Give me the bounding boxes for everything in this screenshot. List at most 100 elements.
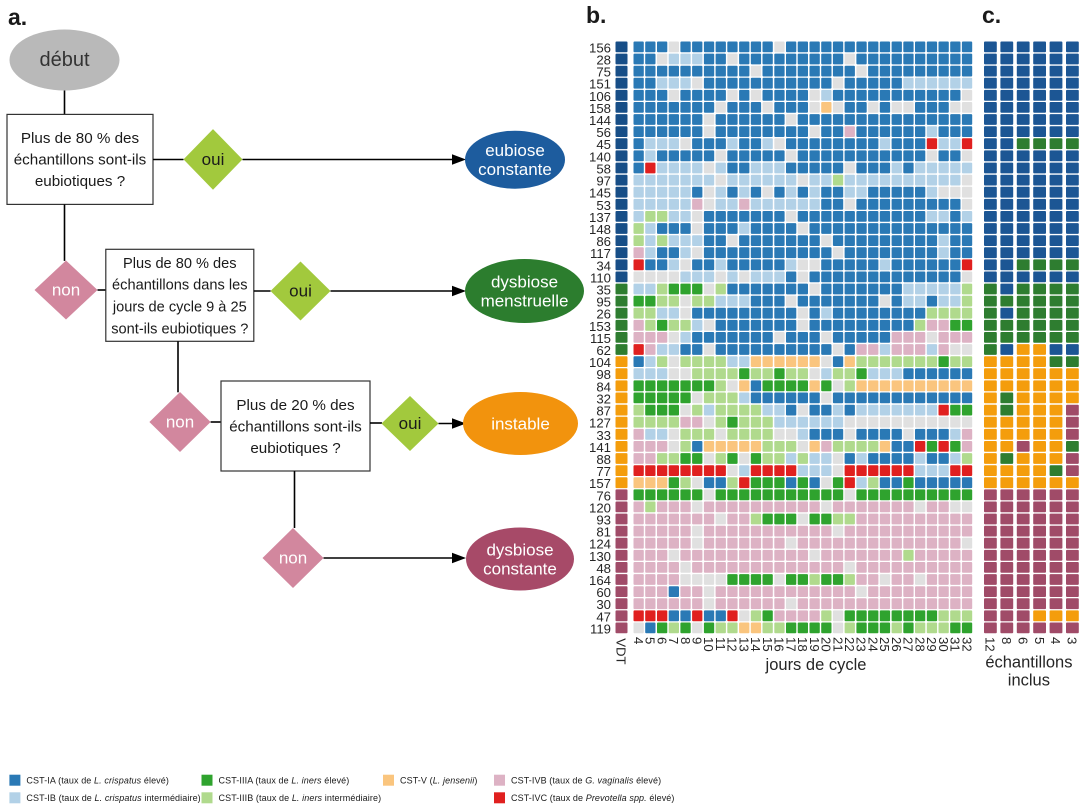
svg-text:18: 18 [795, 637, 810, 652]
svg-text:16: 16 [772, 637, 787, 652]
svg-text:inclus: inclus [1008, 671, 1050, 689]
svg-text:12: 12 [725, 637, 740, 652]
svg-text:eubiotiques ?: eubiotiques ? [250, 440, 340, 457]
svg-text:84: 84 [596, 379, 611, 394]
svg-text:non: non [279, 549, 307, 568]
svg-text:CST-IIIB (taux de L. iners int: CST-IIIB (taux de L. iners intermédiaire… [219, 793, 382, 803]
svg-text:13: 13 [736, 637, 751, 652]
svg-text:98: 98 [596, 367, 611, 382]
svg-text:23: 23 [854, 637, 869, 652]
svg-text:115: 115 [590, 331, 611, 346]
svg-text:6: 6 [654, 637, 669, 644]
svg-text:153: 153 [589, 319, 611, 334]
svg-text:20: 20 [819, 637, 834, 652]
svg-text:jours de cycle 9 à 25: jours de cycle 9 à 25 [112, 300, 247, 316]
svg-text:début: début [39, 49, 89, 71]
svg-text:échantillons sont-ils: échantillons sont-ils [229, 418, 362, 435]
svg-text:CST-IA (taux de L. crispatus é: CST-IA (taux de L. crispatus élevé) [26, 776, 169, 786]
svg-text:32: 32 [596, 391, 611, 406]
svg-text:47: 47 [596, 609, 611, 624]
svg-text:97: 97 [596, 174, 611, 189]
svg-text:a.: a. [8, 4, 27, 30]
svg-text:oui: oui [399, 414, 422, 433]
svg-text:151: 151 [589, 77, 611, 92]
svg-text:29: 29 [924, 637, 939, 652]
svg-text:oui: oui [289, 282, 312, 301]
svg-text:148: 148 [589, 222, 611, 237]
svg-text:31: 31 [948, 637, 963, 652]
svg-text:60: 60 [596, 585, 611, 600]
svg-text:35: 35 [596, 283, 611, 298]
svg-text:106: 106 [589, 89, 611, 104]
svg-text:c.: c. [982, 2, 1001, 28]
svg-text:95: 95 [596, 295, 611, 310]
svg-text:86: 86 [596, 234, 611, 249]
svg-text:Plus de 20 % des: Plus de 20 % des [236, 397, 355, 414]
svg-text:158: 158 [589, 101, 611, 116]
svg-text:32: 32 [959, 637, 974, 652]
svg-text:8: 8 [999, 637, 1014, 644]
svg-text:53: 53 [596, 198, 611, 213]
svg-text:62: 62 [596, 343, 611, 358]
svg-text:110: 110 [590, 270, 611, 285]
svg-text:instable: instable [491, 415, 550, 434]
svg-text:CST-IVB (taux de G. vaginalis: CST-IVB (taux de G. vaginalis élevé) [511, 776, 661, 786]
svg-text:58: 58 [596, 162, 611, 177]
svg-text:constante: constante [483, 560, 557, 579]
svg-text:dysbiose: dysbiose [491, 273, 558, 292]
svg-text:CST-IIIA (taux de L. iners éle: CST-IIIA (taux de L. iners élevé) [219, 776, 350, 786]
svg-text:6: 6 [1015, 637, 1030, 644]
svg-text:22: 22 [842, 637, 857, 652]
svg-text:17: 17 [783, 637, 798, 652]
svg-text:157: 157 [589, 476, 611, 491]
svg-text:117: 117 [590, 246, 611, 261]
svg-text:menstruelle: menstruelle [481, 292, 569, 311]
svg-text:constante: constante [478, 160, 552, 179]
svg-text:120: 120 [589, 500, 611, 515]
svg-text:145: 145 [589, 186, 611, 201]
svg-text:127: 127 [589, 416, 611, 431]
svg-text:144: 144 [589, 113, 611, 128]
svg-text:échantillons dans les: échantillons dans les [112, 278, 247, 294]
svg-text:81: 81 [596, 525, 611, 540]
svg-text:Plus de 80 % des: Plus de 80 % des [21, 130, 140, 147]
svg-text:non: non [52, 281, 80, 300]
svg-text:8: 8 [678, 637, 693, 644]
svg-text:non: non [166, 413, 194, 432]
svg-text:104: 104 [589, 355, 611, 370]
svg-text:164: 164 [589, 573, 611, 588]
svg-text:5: 5 [643, 637, 658, 644]
svg-text:28: 28 [912, 637, 927, 652]
svg-text:25: 25 [877, 637, 892, 652]
svg-text:10: 10 [701, 637, 716, 652]
svg-text:87: 87 [596, 404, 611, 419]
svg-text:échantillons: échantillons [985, 654, 1072, 672]
svg-text:119: 119 [590, 621, 611, 636]
svg-text:30: 30 [936, 637, 951, 652]
svg-text:93: 93 [596, 513, 611, 528]
svg-text:CST-V (L. jensenii): CST-V (L. jensenii) [400, 776, 477, 786]
svg-text:88: 88 [596, 452, 611, 467]
svg-text:26: 26 [596, 307, 611, 322]
svg-text:140: 140 [589, 149, 611, 164]
svg-text:CST-IB (taux de L. crispatus i: CST-IB (taux de L. crispatus intermédiai… [26, 793, 200, 803]
svg-text:141: 141 [589, 440, 611, 455]
svg-text:48: 48 [596, 561, 611, 576]
svg-text:130: 130 [589, 549, 611, 564]
svg-text:15: 15 [760, 637, 775, 652]
svg-text:156: 156 [589, 40, 611, 55]
svg-text:21: 21 [830, 637, 845, 652]
svg-text:33: 33 [596, 428, 611, 443]
svg-text:3: 3 [1065, 637, 1080, 644]
svg-text:124: 124 [589, 537, 611, 552]
svg-text:VDT: VDT [614, 638, 629, 664]
svg-text:34: 34 [596, 258, 611, 273]
svg-text:oui: oui [202, 150, 225, 169]
svg-text:4: 4 [631, 637, 646, 644]
svg-text:19: 19 [807, 637, 822, 652]
svg-text:7: 7 [666, 637, 681, 644]
svg-text:24: 24 [866, 637, 881, 652]
svg-text:27: 27 [901, 637, 916, 652]
svg-text:5: 5 [1032, 637, 1047, 644]
svg-text:77: 77 [596, 464, 611, 479]
